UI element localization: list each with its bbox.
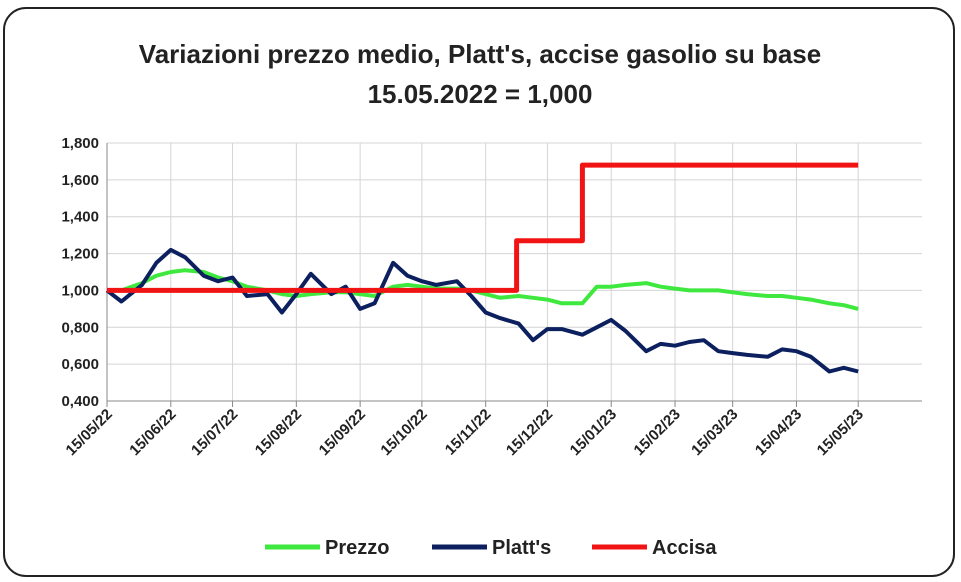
y-tick-label: 1,800 bbox=[61, 135, 99, 152]
y-tick-label: 1,000 bbox=[61, 282, 99, 299]
y-tick-label: 1,400 bbox=[61, 209, 99, 226]
y-tick-label: 0,600 bbox=[61, 356, 99, 373]
y-tick-label: 0,800 bbox=[61, 319, 99, 336]
chart-title: Variazioni prezzo medio, Platt's, accise… bbox=[138, 39, 822, 109]
series-line bbox=[107, 162, 859, 293]
legend-label: Platt's bbox=[492, 537, 551, 559]
y-tick-label: 1,600 bbox=[61, 172, 99, 189]
legend-label: Accisa bbox=[652, 537, 717, 559]
series-line bbox=[107, 268, 859, 311]
y-tick-label: 0,400 bbox=[61, 393, 99, 410]
y-tick-label: 1,200 bbox=[61, 246, 99, 263]
legend-label: Prezzo bbox=[325, 537, 389, 559]
series-line bbox=[105, 247, 859, 374]
